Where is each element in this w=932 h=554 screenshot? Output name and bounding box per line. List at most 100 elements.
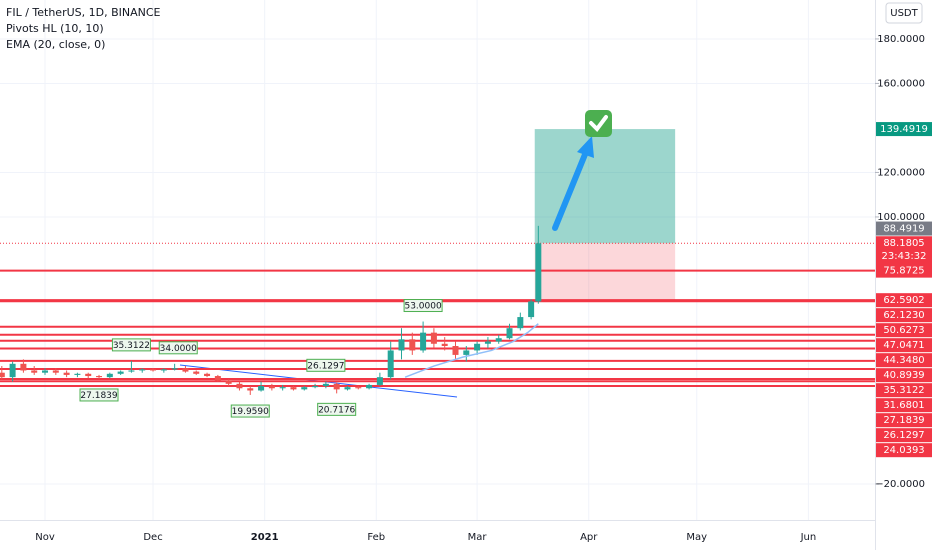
pivot-label: 35.3122 bbox=[113, 341, 150, 351]
level-label-bg bbox=[876, 413, 932, 428]
candle-body bbox=[452, 345, 459, 355]
level-label: 40.8939 bbox=[883, 370, 924, 381]
y-tick-label: 120.0000 bbox=[877, 167, 925, 178]
candle-body bbox=[0, 372, 5, 378]
x-tick-label: Feb bbox=[367, 532, 385, 543]
pivot-label-box bbox=[111, 338, 151, 352]
candle-body bbox=[409, 339, 416, 351]
candle-body bbox=[355, 387, 362, 389]
candle-body bbox=[258, 386, 265, 391]
level-label: 24.0393 bbox=[883, 445, 924, 456]
symbol-title[interactable]: FIL / TetherUS, 1D, BINANCE bbox=[6, 6, 161, 19]
level-label: 27.1839 bbox=[883, 415, 924, 426]
countdown: 23:43:32 bbox=[882, 251, 927, 262]
candle-body bbox=[322, 383, 329, 387]
check-icon bbox=[585, 110, 612, 137]
level-label-bg bbox=[876, 368, 932, 383]
candle-body bbox=[376, 377, 383, 385]
level-label: 62.5902 bbox=[883, 295, 924, 306]
candle-body bbox=[474, 343, 481, 351]
candle-body bbox=[225, 380, 232, 384]
x-tick-label: Mar bbox=[468, 532, 488, 543]
candle-body bbox=[535, 243, 542, 302]
candle-body bbox=[214, 376, 221, 381]
candle-body bbox=[160, 369, 167, 371]
candle-body bbox=[484, 341, 491, 344]
ema-line bbox=[404, 323, 539, 378]
candle-body bbox=[517, 317, 524, 329]
candle-body bbox=[528, 301, 535, 318]
level-label-bg bbox=[876, 353, 932, 368]
candle-body bbox=[74, 373, 81, 375]
indicator-title[interactable]: EMA (20, close, 0) bbox=[6, 38, 105, 51]
level-label: 47.0471 bbox=[883, 340, 924, 351]
y-tick-label: 180.0000 bbox=[877, 34, 925, 45]
level-label-bg bbox=[876, 383, 932, 398]
candle-body bbox=[420, 332, 427, 351]
level-label: 31.6801 bbox=[883, 400, 924, 411]
candle-body bbox=[128, 370, 135, 372]
candle-body bbox=[344, 387, 351, 390]
candle-body bbox=[247, 388, 254, 391]
grid bbox=[0, 0, 875, 520]
candle-body bbox=[236, 383, 243, 389]
candle-body bbox=[96, 376, 103, 378]
pivot-label: 53.0000 bbox=[404, 302, 441, 312]
candle-body bbox=[279, 387, 286, 389]
candle-body bbox=[63, 372, 70, 375]
pivot-label-box bbox=[403, 299, 443, 313]
last-price-label-bg bbox=[876, 236, 932, 265]
level-label-bg bbox=[876, 308, 932, 323]
level-label: 35.3122 bbox=[883, 385, 924, 396]
candle-body bbox=[366, 384, 373, 389]
pivot-label: 26.1297 bbox=[307, 361, 344, 371]
currency-button[interactable] bbox=[885, 2, 923, 24]
x-tick-label: Nov bbox=[35, 532, 55, 543]
candle-body bbox=[171, 368, 178, 370]
candle-body bbox=[106, 373, 113, 378]
candle-body bbox=[301, 387, 308, 390]
candle-body bbox=[312, 386, 319, 388]
level-label: 50.6273 bbox=[883, 325, 924, 336]
stop-zone bbox=[534, 243, 676, 301]
pivot-label-box bbox=[230, 404, 270, 418]
candle-body bbox=[139, 369, 146, 371]
level-label: 44.3480 bbox=[883, 355, 924, 366]
candle-body bbox=[9, 363, 16, 378]
candle-body bbox=[333, 383, 340, 390]
candle-body bbox=[193, 371, 200, 374]
pivot-label-box bbox=[317, 402, 357, 416]
arrow-head bbox=[577, 136, 594, 158]
level-label-bg bbox=[876, 398, 932, 413]
candle-body bbox=[463, 350, 470, 355]
indicator-title[interactable]: Pivots HL (10, 10) bbox=[6, 22, 104, 35]
candle-body bbox=[85, 373, 92, 377]
pivot-label: 34.0000 bbox=[160, 344, 197, 354]
candle-body bbox=[290, 387, 297, 390]
level-label-bg bbox=[876, 443, 932, 458]
pivot-label-box bbox=[158, 341, 198, 355]
candle-body bbox=[42, 370, 49, 373]
currency-label[interactable]: USDT bbox=[890, 8, 918, 19]
level-label: 62.1230 bbox=[883, 310, 924, 321]
check-mark bbox=[589, 115, 608, 133]
candle-body bbox=[268, 386, 275, 389]
target-label: 139.4919 bbox=[880, 124, 928, 135]
x-tick-label: 2021 bbox=[251, 532, 279, 543]
level-label-bg bbox=[876, 428, 932, 443]
pivot-label-box bbox=[306, 358, 346, 372]
candle-body bbox=[31, 370, 38, 373]
arrow bbox=[552, 149, 589, 231]
pivot-label-box bbox=[79, 388, 119, 402]
level-label: 26.1297 bbox=[883, 430, 924, 441]
level-label-bg bbox=[876, 263, 932, 278]
y-tick-label: −20.0000 bbox=[875, 479, 925, 490]
pivot-label: 27.1839 bbox=[80, 391, 117, 401]
candle-body bbox=[20, 363, 27, 371]
level-label: 75.8725 bbox=[883, 266, 924, 277]
candle-body bbox=[441, 343, 448, 346]
candle-body bbox=[117, 371, 124, 374]
level-label-bg bbox=[876, 293, 932, 308]
pivot-label: 20.7176 bbox=[318, 405, 355, 415]
